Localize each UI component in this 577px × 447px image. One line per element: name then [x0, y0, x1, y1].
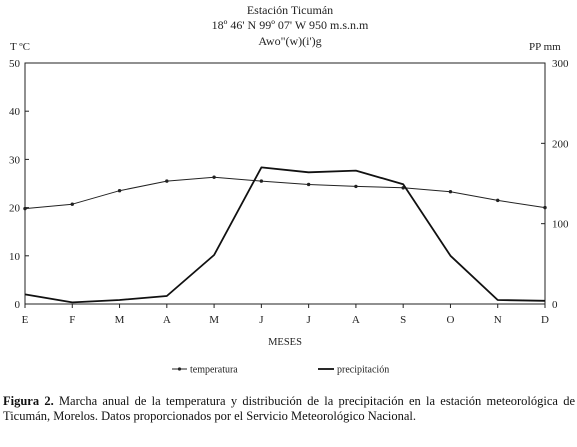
y-right-tick-label: 100: [552, 219, 569, 231]
x-tick-label: M: [209, 314, 219, 326]
plot-frame: [24, 62, 546, 305]
series-line-precipitacion: [24, 166, 546, 304]
x-tick-label: M: [115, 314, 125, 326]
data-point-temperatura: [306, 182, 311, 187]
chart-title-line-1: Estación Ticumán: [247, 3, 333, 17]
data-point-temperatura: [117, 189, 122, 193]
x-tick-label: N: [494, 314, 502, 326]
legend-label-precipitacion: precipitación: [337, 365, 389, 376]
legend-label-temperatura: temperatura: [190, 365, 238, 376]
y-right-tick-label: 0: [552, 299, 558, 311]
y-right-axis: 0 100 200 300: [541, 58, 569, 311]
y-left-tick-label: 20: [9, 203, 21, 215]
chart-title-line-3: Awo"(w)(i')g: [258, 34, 321, 48]
x-tick-label: E: [22, 314, 29, 326]
y-left-axis: 0 10 20 30 40 50: [9, 58, 29, 311]
y-right-label: PP mm: [529, 41, 561, 53]
caption-label: Figura 2.: [3, 394, 54, 408]
y-right-tick-label: 200: [552, 138, 569, 150]
y-left-tick-label: 0: [15, 299, 21, 311]
x-tick-label: F: [69, 314, 75, 326]
series-layer: [23, 166, 547, 304]
x-tick-label: A: [352, 314, 360, 326]
y-left-tick-label: 40: [9, 106, 21, 118]
x-tick-label: D: [541, 314, 549, 326]
chart-title-line-2: 18º 46' N 99º 07' W 950 m.s.n.m: [212, 18, 369, 32]
y-left-tick-label: 50: [9, 58, 21, 70]
x-tick-label: S: [400, 314, 406, 326]
x-tick-label: O: [446, 314, 454, 326]
x-tick-label: A: [163, 314, 171, 326]
data-point-temperatura: [543, 205, 547, 210]
y-left-tick-label: 10: [9, 251, 21, 263]
data-point-temperatura: [448, 189, 453, 194]
data-point-temperatura: [354, 184, 358, 189]
legend: temperatura precipitación: [172, 365, 389, 376]
data-point-temperatura: [212, 175, 216, 179]
y-left-label: T ºC: [10, 41, 30, 53]
figure-caption: Figura 2. Marcha anual de la temperatura…: [3, 394, 575, 424]
x-axis-label: MESES: [268, 337, 302, 348]
data-point-temperatura: [23, 206, 27, 211]
data-point-temperatura: [70, 202, 74, 206]
climate-chart: Estación Ticumán 18º 46' N 99º 07' W 950…: [9, 3, 569, 376]
x-tick-label: J: [306, 314, 311, 326]
caption-text: Marcha anual de la temperatura y distrib…: [3, 394, 575, 423]
y-right-tick-label: 300: [552, 58, 569, 70]
data-point-temperatura: [259, 179, 264, 183]
series-line-temperatura: [24, 176, 546, 210]
y-left-tick-label: 30: [9, 154, 21, 166]
data-point-temperatura: [496, 198, 500, 203]
x-tick-label: J: [259, 314, 264, 326]
legend-marker-temperatura: [177, 367, 182, 371]
data-point-temperatura: [165, 179, 169, 183]
